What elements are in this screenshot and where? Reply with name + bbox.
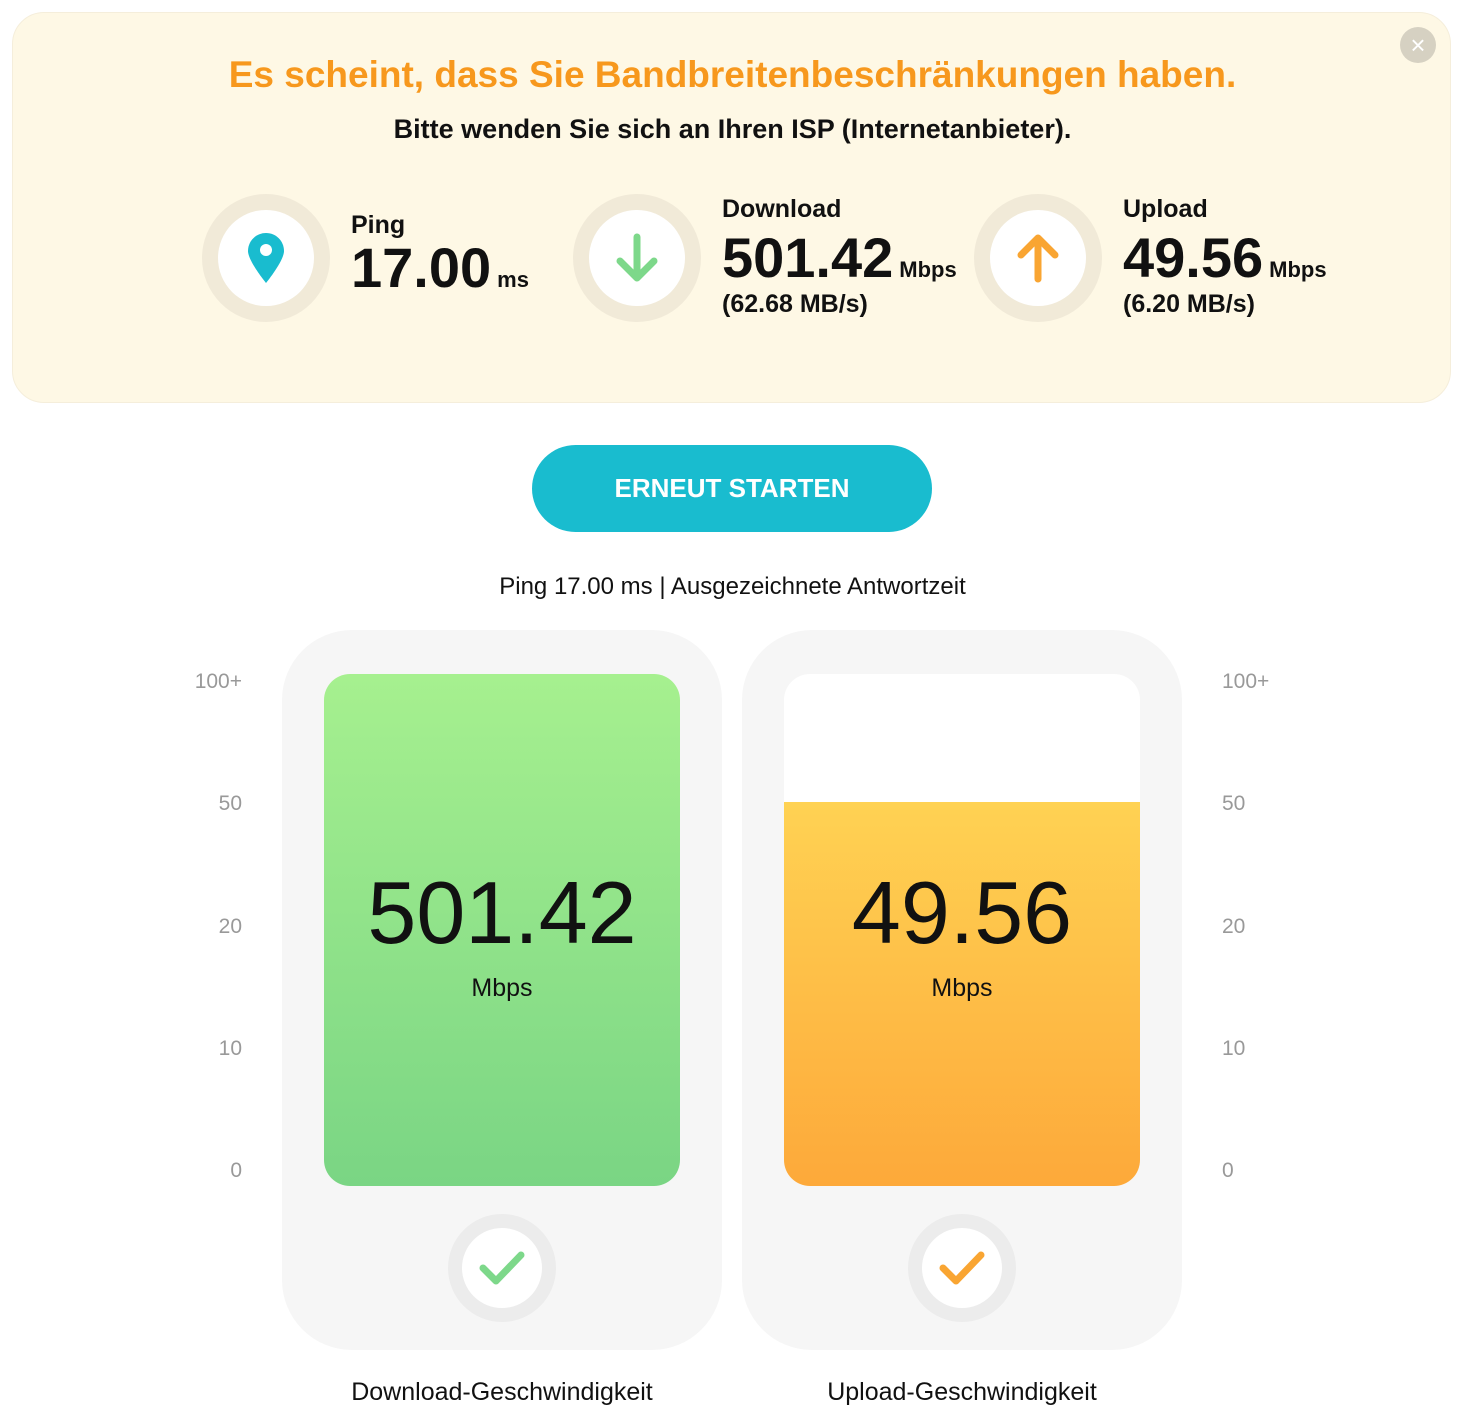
location-pin-icon (248, 233, 284, 283)
download-gauge-fill (324, 674, 680, 1186)
arrow-up-icon (1017, 234, 1059, 283)
upload-unit: Mbps (1269, 257, 1327, 282)
upload-card: 49.56 Mbps (742, 630, 1182, 1350)
upload-icon-ring (974, 194, 1102, 322)
download-card-label: Download-Geschwindigkeit (351, 1378, 653, 1406)
download-unit: Mbps (899, 257, 957, 282)
upload-value: 49.56 (1123, 226, 1264, 289)
download-mbs: (62.68 MB/s) (722, 290, 868, 318)
ping-label: Ping (351, 211, 406, 239)
download-check (448, 1214, 556, 1322)
ping-value: 17.00 (351, 236, 492, 299)
upload-check (908, 1214, 1016, 1322)
scale-label-left: 10 (218, 1036, 242, 1060)
upload-gauge: 49.56 Mbps (784, 674, 1140, 1186)
scale-label-left: 0 (230, 1159, 242, 1183)
download-gauge-value: 501.42 (367, 863, 637, 962)
scale-label-right: 50 (1222, 792, 1246, 816)
download-gauge: 501.42 Mbps (324, 674, 680, 1186)
banner-title: Es scheint, dass Sie Bandbreitenbeschrän… (228, 54, 1237, 95)
scale-label-left: 20 (218, 914, 242, 938)
check-icon (939, 1251, 985, 1285)
upload-gauge-value: 49.56 (851, 863, 1073, 962)
scale-label-right: 20 (1222, 914, 1246, 938)
download-icon-ring (573, 194, 701, 322)
download-value: 501.42 (722, 226, 894, 289)
scale-label-right: 100+ (1222, 670, 1270, 693)
scale-label-right: 0 (1222, 1159, 1234, 1183)
download-label: Download (722, 195, 842, 223)
download-stat: Download 501.42 Mbps (62.68 MB/s) (722, 195, 957, 319)
restart-button[interactable]: ERNEUT STARTEN (532, 445, 932, 532)
upload-stat: Upload 49.56 Mbps (6.20 MB/s) (1123, 195, 1327, 319)
ping-summary: Ping 17.00 ms | Ausgezeichnete Antwortze… (499, 573, 966, 600)
upload-gauge-unit: Mbps (931, 974, 993, 1002)
ping-stat: Ping 17.00 ms (351, 211, 529, 296)
ping-icon-ring (202, 194, 330, 322)
upload-card-label: Upload-Geschwindigkeit (827, 1378, 1097, 1406)
scale-label-right: 10 (1222, 1036, 1246, 1060)
upload-gauge-fill (784, 802, 1140, 1186)
ping-unit: ms (497, 267, 529, 292)
download-gauge-unit: Mbps (471, 974, 533, 1002)
close-icon[interactable]: × (1400, 27, 1436, 63)
upload-label: Upload (1123, 195, 1208, 223)
scale-label-left: 50 (218, 792, 242, 816)
upload-mbs: (6.20 MB/s) (1123, 290, 1255, 318)
scale-label-left: 100+ (194, 670, 242, 693)
check-icon (479, 1251, 525, 1285)
banner-subtitle: Bitte wenden Sie sich an Ihren ISP (Inte… (393, 114, 1072, 144)
download-card: 501.42 Mbps (282, 630, 722, 1350)
arrow-down-icon (616, 233, 658, 282)
